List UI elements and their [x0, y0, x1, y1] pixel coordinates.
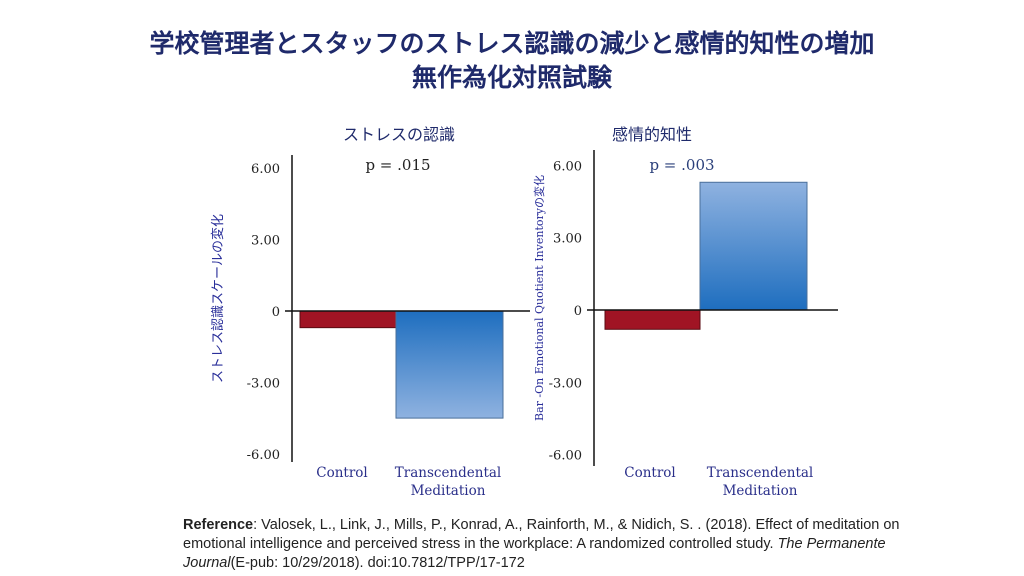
y-tick-label: 3.00	[553, 232, 582, 247]
y-tick-label: -3.00	[247, 376, 280, 391]
y-tick-label: 6.00	[251, 162, 280, 177]
p-value-annotation: p = .003	[649, 156, 714, 174]
x-category-label: Control	[624, 465, 675, 481]
reference-citation: Reference: Valosek, L., Link, J., Mills,…	[183, 516, 943, 573]
y-tick-label: -6.00	[549, 449, 582, 464]
slide-title-line2: 無作為化対照試験	[411, 63, 612, 92]
p-value-annotation: p = .015	[365, 156, 430, 174]
y-tick-label: -3.00	[549, 376, 582, 391]
y-tick-label: 3.00	[251, 234, 280, 249]
bar-tm	[699, 181, 808, 311]
y-tick-label: 0	[574, 304, 582, 319]
y-tick-label: 6.00	[553, 159, 582, 174]
bar-control	[604, 309, 701, 330]
reference-doi: (E-pub: 10/29/2018). doi:10.7812/TPP/17-…	[230, 555, 525, 571]
slide-title-line1: 学校管理者とスタッフのストレス認識の減少と感情的知性の増加	[149, 29, 875, 58]
reference-label: Reference	[183, 517, 254, 533]
bar-control	[299, 310, 397, 329]
y-axis-label: ストレス認識スケールの変化	[210, 214, 226, 383]
bar-tm	[395, 310, 504, 419]
y-tick-label: 0	[272, 305, 280, 320]
chart1-title: ストレスの認識	[343, 125, 456, 144]
y-tick-label: -6.00	[247, 448, 280, 463]
reference-text: : Valosek, L., Link, J., Mills, P., Konr…	[183, 517, 900, 552]
x-category-label: Control	[316, 465, 367, 481]
chart2-title: 感情的知性	[612, 125, 693, 144]
x-category-label: Meditation	[411, 483, 486, 499]
x-category-label: Transcendental	[395, 465, 502, 481]
x-category-label: Meditation	[723, 483, 798, 499]
y-axis-label: Bar -On Emotional Quotient Inventoryの変化	[532, 175, 546, 421]
reference-journal: The Permanente Journal	[183, 536, 886, 571]
x-category-label: Transcendental	[707, 465, 814, 481]
